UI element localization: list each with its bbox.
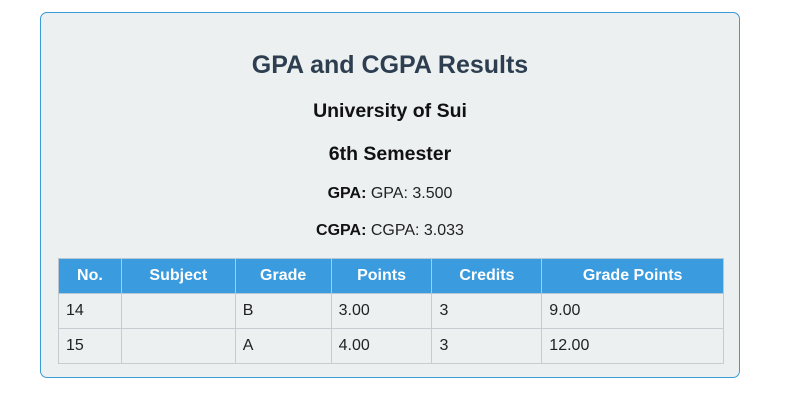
column-header-no: No. — [58, 258, 122, 294]
results-table: No. Subject Grade Points Credits Grade P… — [58, 258, 724, 364]
column-header-credits: Credits — [431, 258, 543, 294]
cgpa-value: CGPA: 3.033 — [370, 222, 464, 239]
table-row: 14 B 3.00 3 9.00 — [58, 293, 724, 329]
results-card: GPA and CGPA Results University of Sui 6… — [40, 12, 740, 378]
column-header-points: Points — [330, 258, 433, 294]
page-title: GPA and CGPA Results — [251, 51, 529, 79]
cell-credits: 3 — [431, 328, 543, 364]
cell-grade: B — [234, 293, 332, 329]
cell-points: 4.00 — [330, 328, 433, 364]
university-name: University of Sui — [313, 100, 467, 122]
gpa-line: GPA: GPA: 3.500 — [41, 184, 739, 204]
cgpa-label: CGPA: — [316, 222, 367, 239]
column-header-subject: Subject — [120, 258, 236, 294]
cell-subject — [120, 328, 236, 364]
gpa-label: GPA: — [327, 185, 367, 202]
cell-grade: A — [234, 328, 332, 364]
cell-subject — [120, 293, 236, 329]
cell-grade-points: 9.00 — [541, 293, 724, 329]
cell-no: 14 — [58, 293, 122, 329]
gpa-value: GPA: 3.500 — [370, 185, 453, 202]
cell-points: 3.00 — [330, 293, 433, 329]
cell-no: 15 — [58, 328, 122, 364]
column-header-grade: Grade — [234, 258, 332, 294]
semester-label: 6th Semester — [328, 143, 452, 165]
table-header-row: No. Subject Grade Points Credits Grade P… — [58, 258, 724, 294]
column-header-grade-points: Grade Points — [541, 258, 724, 294]
cell-credits: 3 — [431, 293, 543, 329]
cgpa-line: CGPA: CGPA: 3.033 — [41, 221, 739, 241]
table-row: 15 A 4.00 3 12.00 — [58, 328, 724, 364]
cell-grade-points: 12.00 — [541, 328, 724, 364]
